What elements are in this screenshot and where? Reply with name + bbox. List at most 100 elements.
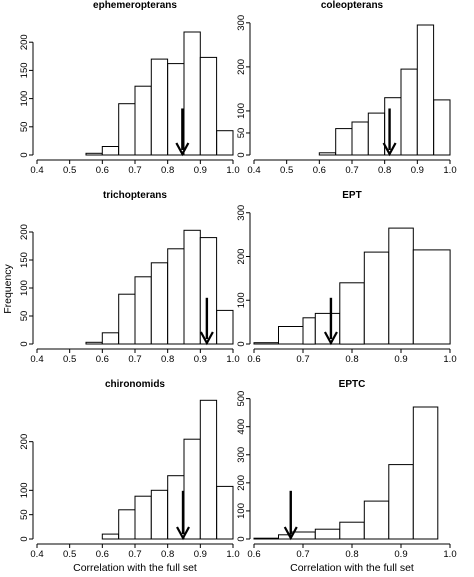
histogram-bar xyxy=(118,103,136,156)
histogram-bar xyxy=(134,85,152,156)
x-tick-label: 0.8 xyxy=(345,549,358,560)
x-tick-label: 0.4 xyxy=(30,165,43,176)
histogram-bar xyxy=(253,537,279,540)
y-tick-label: 200 xyxy=(236,59,247,75)
histogram-bar xyxy=(167,475,185,540)
y-tick-label: 200 xyxy=(19,224,30,240)
x-tick-label: 0.5 xyxy=(280,165,293,176)
histogram-bar xyxy=(183,438,201,540)
correlation-arrow-head xyxy=(323,331,338,346)
x-tick-label: 0.7 xyxy=(296,549,309,560)
x-tick-label: 0.6 xyxy=(96,354,109,365)
correlation-arrow-head xyxy=(175,142,190,157)
x-tick-label: 1.0 xyxy=(226,549,239,560)
histogram-bar xyxy=(118,509,136,540)
x-tick-label: 0.9 xyxy=(194,354,207,365)
histogram-bar xyxy=(134,495,152,540)
y-tick-label: 400 xyxy=(236,419,247,435)
x-tick-label: 0.9 xyxy=(194,549,207,560)
histogram-bar xyxy=(302,317,316,345)
x-tick-label: 0.6 xyxy=(96,549,109,560)
histogram-bar xyxy=(101,332,120,345)
x-tick-label: 0.5 xyxy=(63,549,76,560)
y-tick-label: 500 xyxy=(236,391,247,407)
x-tick-label: 0.8 xyxy=(161,354,174,365)
panel-title: EPT xyxy=(342,190,361,201)
y-tick-label: 150 xyxy=(19,62,30,78)
y-tick-label: 100 xyxy=(236,103,247,119)
panel-title: chironomids xyxy=(105,379,165,390)
y-tick-label: 0 xyxy=(236,341,247,346)
y-tick-label: 100 xyxy=(19,482,30,498)
x-tick-label: 1.0 xyxy=(443,549,456,560)
histogram-bar xyxy=(134,276,152,345)
histogram-panel: EPTC 0.6 0.7 0.8 0.9 1.0 0 100 200 300 400 500 xyxy=(236,379,457,560)
histogram-bar xyxy=(416,24,435,156)
histogram-bar xyxy=(351,121,369,156)
x-tick-label: 0.4 xyxy=(247,165,260,176)
x-tick-label: 0.9 xyxy=(394,549,407,560)
y-tick-label: 200 xyxy=(236,249,247,265)
correlation-arrow-head xyxy=(283,526,298,541)
y-tick-label: 200 xyxy=(236,475,247,491)
correlation-arrow-head xyxy=(382,142,397,157)
histogram-bar xyxy=(388,464,414,540)
panel-title: ephemeropterans xyxy=(93,0,177,11)
x-tick-label: 0.8 xyxy=(345,354,358,365)
y-tick-label: 300 xyxy=(236,447,247,463)
x-tick-label: 0.9 xyxy=(411,165,424,176)
y-tick-label: 200 xyxy=(19,434,30,450)
histogram-bar xyxy=(101,146,120,156)
histogram-bar xyxy=(85,152,103,156)
x-tick-label: 0.6 xyxy=(247,549,260,560)
x-tick-label: 0.9 xyxy=(194,165,207,176)
histogram-panel: trichopterans 0.4 0.5 0.6 0.7 0.8 0.9 1.0 0 50 100… xyxy=(19,190,240,365)
histogram-bar xyxy=(314,312,341,345)
histogram-bar xyxy=(367,112,386,156)
x-tick-label: 1.0 xyxy=(443,165,456,176)
histogram-bar xyxy=(339,282,365,345)
histogram-bar xyxy=(335,128,353,156)
y-tick-label: 50 xyxy=(19,509,30,520)
histogram-bar xyxy=(101,533,120,540)
y-tick-label: 0 xyxy=(19,152,30,157)
y-tick-label: 300 xyxy=(236,15,247,31)
panel-title: trichopterans xyxy=(103,190,167,201)
histogram-bar xyxy=(363,251,390,345)
x-tick-label: 0.4 xyxy=(30,549,43,560)
histogram-bar xyxy=(412,249,451,345)
x-axis-label-right: Correlation with the full set xyxy=(290,562,414,574)
x-tick-label: 0.5 xyxy=(63,354,76,365)
correlation-arrow-head xyxy=(199,331,214,346)
histogram-bar xyxy=(314,528,341,540)
histogram-bar xyxy=(433,99,451,156)
x-tick-label: 0.9 xyxy=(394,354,407,365)
x-tick-label: 0.8 xyxy=(378,165,391,176)
histogram-bar xyxy=(118,293,136,345)
histogram-bar xyxy=(363,500,390,540)
y-tick-label: 50 xyxy=(19,122,30,133)
histogram-bar xyxy=(199,399,218,540)
y-axis-label: Frequency xyxy=(2,263,14,313)
x-tick-label: 1.0 xyxy=(443,354,456,365)
y-tick-label: 50 xyxy=(19,311,30,322)
histogram-bar xyxy=(216,309,234,345)
histogram-panel: EPT 0.6 0.7 0.8 0.9 1.0 0 100 200 300 xyxy=(236,190,457,365)
x-tick-label: 0.5 xyxy=(63,165,76,176)
x-tick-label: 0.7 xyxy=(128,354,141,365)
histogram-bar xyxy=(412,406,439,540)
panel-title: coleopterans xyxy=(321,0,384,11)
y-tick-label: 150 xyxy=(19,252,30,268)
histogram-bar xyxy=(150,262,169,345)
histogram-bar xyxy=(253,342,279,345)
histogram-bar xyxy=(216,485,234,540)
histogram-bar xyxy=(150,58,169,156)
y-tick-label: 200 xyxy=(19,34,30,50)
x-tick-label: 0.6 xyxy=(96,165,109,176)
x-tick-label: 0.4 xyxy=(30,354,43,365)
y-tick-label: 100 xyxy=(19,280,30,296)
histogram-bar xyxy=(318,152,337,156)
x-tick-label: 0.7 xyxy=(128,549,141,560)
y-tick-label: 0 xyxy=(19,341,30,346)
histogram-bar xyxy=(199,237,218,345)
